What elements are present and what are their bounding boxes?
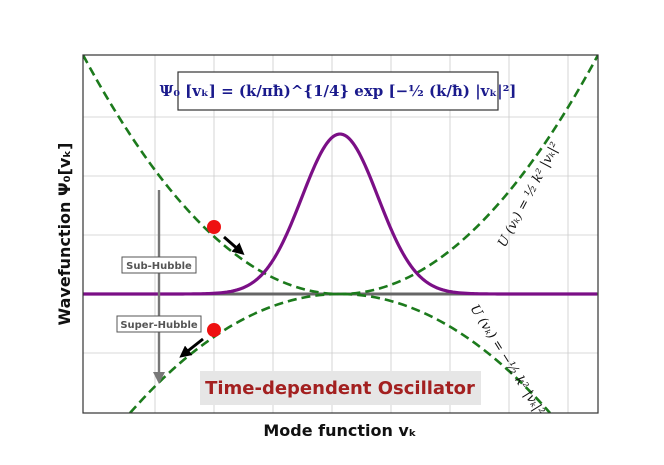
wavefunction-formula-box: Ψ₀ [vₖ] = (k/πħ)^{1/4} exp [−½ (k/ħ) |vₖ… [160, 71, 517, 111]
diagram-title: Time-dependent Oscillator [205, 378, 475, 399]
y-axis-title: Wavefunction Ψ₀[vₖ] [55, 143, 74, 326]
wavefunction-formula: Ψ₀ [vₖ] = (k/πħ)^{1/4} exp [−½ (k/ħ) |vₖ… [160, 82, 517, 100]
title-banner: Time-dependent Oscillator [200, 371, 481, 405]
super-hubble-tag: Super-Hubble [116, 315, 202, 333]
plot-frame [82, 54, 599, 414]
sub-hubble-label: Sub-Hubble [126, 261, 192, 272]
super-hubble-label: Super-Hubble [120, 320, 198, 331]
wavefunction-curve [83, 132, 597, 296]
x-axis-title: Mode function vₖ [263, 421, 416, 440]
upper-marker [207, 220, 221, 234]
lower-marker [207, 323, 221, 337]
sub-hubble-tag: Sub-Hubble [121, 256, 197, 274]
potential-upper-curve [83, 55, 598, 296]
upper-direction-arrow [223, 235, 245, 255]
lower-direction-arrow [179, 337, 204, 358]
